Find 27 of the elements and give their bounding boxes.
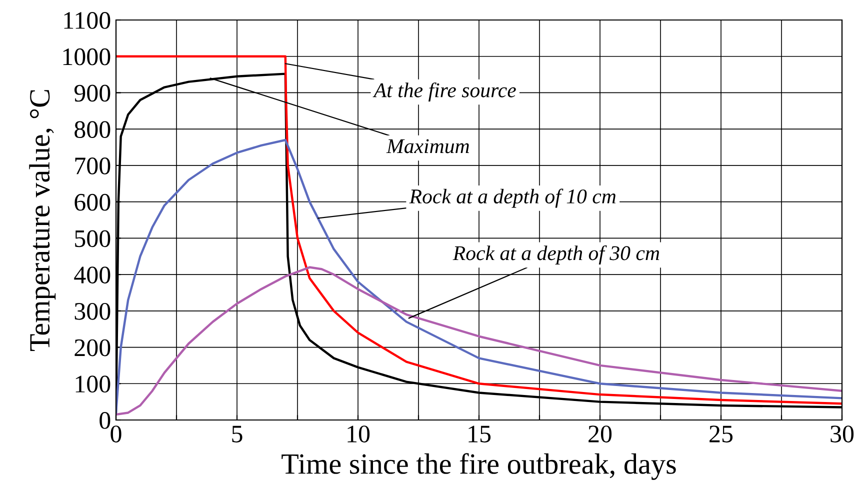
annotation: Rock at a depth of 30 cm [452, 245, 660, 264]
y-tick-label: 0 [100, 412, 110, 429]
x-axis-title: Time since the fire outbreak, days [282, 453, 676, 480]
y-tick-label: 700 [75, 158, 110, 174]
x-tick-label: 25 [710, 426, 733, 442]
y-tick-label: 400 [74, 266, 110, 284]
line-series [116, 138, 842, 414]
line-series [116, 266, 842, 416]
y-tick-label: 800 [74, 121, 110, 138]
y-tick-label: 1000 [63, 48, 110, 66]
x-tick-label: 0 [110, 426, 122, 442]
y-tick-label: 1100 [64, 12, 110, 29]
y-tick-label: 300 [74, 302, 110, 320]
y-tick-label: 900 [74, 84, 110, 102]
y-tick-label: 100 [76, 376, 110, 393]
annotation: Rock at a depth of 10 cm [409, 188, 616, 208]
x-tick-label: 10 [348, 426, 370, 442]
x-tick-label: 30 [830, 426, 854, 442]
y-tick-label: 600 [74, 194, 110, 211]
annotation: Maximum [386, 139, 469, 154]
x-tick-label: 15 [468, 426, 491, 442]
y-axis-title: Temperature value, °C [29, 90, 56, 352]
y-tick-label: 200 [74, 339, 110, 356]
x-tick-label: 5 [232, 426, 242, 442]
x-tick-label: 20 [588, 426, 612, 442]
y-tick-label: 500 [75, 230, 110, 248]
annotation: At the fire source [372, 82, 516, 102]
